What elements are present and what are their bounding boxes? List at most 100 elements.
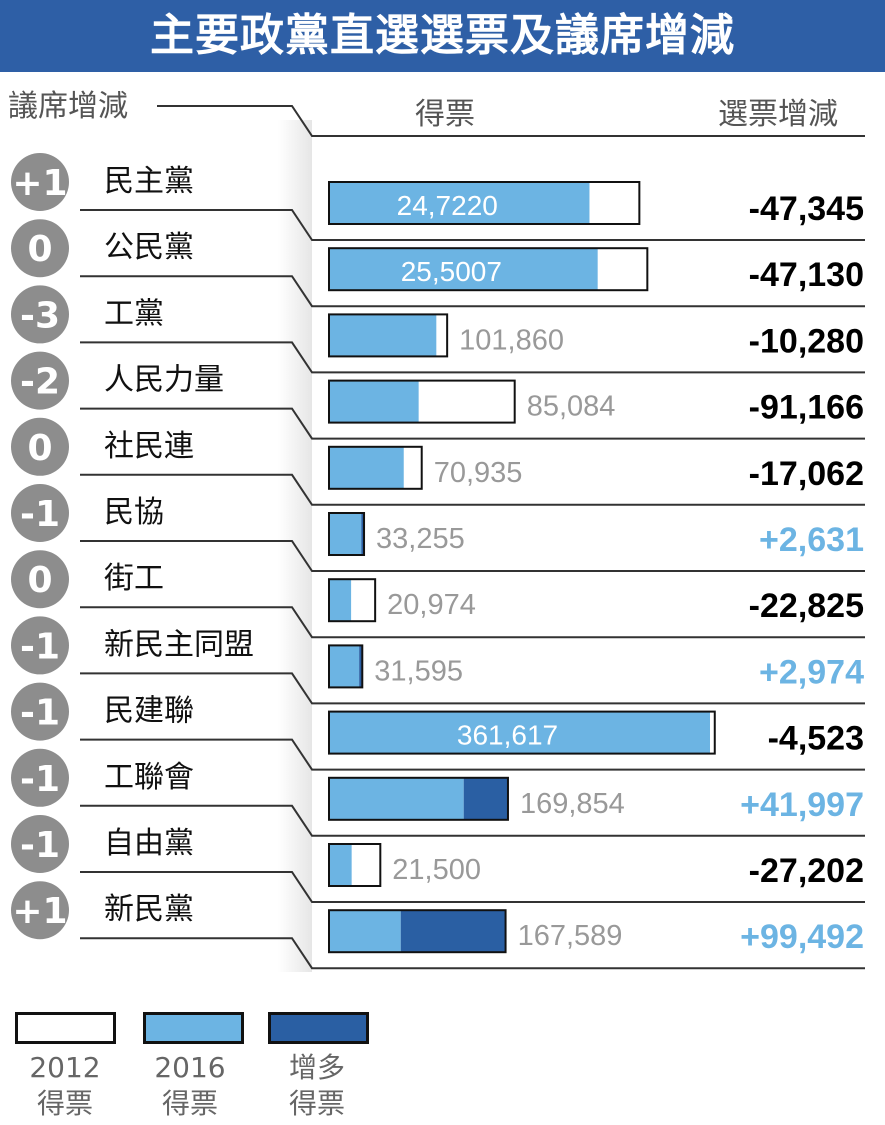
party-name: 人民力量	[104, 363, 224, 398]
seat-change-value: -3	[20, 295, 60, 336]
seat-change-value: -1	[20, 825, 60, 866]
votes-label: 24,7220	[397, 190, 498, 221]
bar-increase	[361, 513, 365, 555]
bar-2016	[329, 910, 401, 953]
bar-increase	[463, 777, 508, 820]
vote-change-value: +99,492	[740, 918, 864, 956]
seat-change-badge	[11, 748, 69, 807]
vote-change-value: +41,997	[740, 786, 864, 824]
vote-change-value: +2,974	[759, 653, 864, 691]
seat-change-value: -2	[20, 362, 60, 403]
vote-change-value: -47,345	[749, 190, 864, 228]
row-separator	[80, 341, 865, 374]
seat-change-badge	[11, 351, 69, 410]
seat-change-badge	[11, 550, 69, 609]
bar-2012-outline	[328, 379, 516, 424]
bar-2016	[329, 645, 360, 688]
bar-2012-outline	[328, 843, 382, 887]
seat-change-value: -1	[20, 693, 60, 734]
votes-label: 21,500	[392, 854, 481, 886]
seat-change-badge	[11, 484, 69, 542]
legend-increase-line2: 得票	[288, 1087, 345, 1120]
party-name: 民建聯	[104, 694, 194, 729]
row-separator	[80, 672, 865, 705]
votes-label: 70,935	[434, 457, 523, 489]
legend-swatch-increase	[268, 1012, 369, 1044]
seat-change-value: 0	[27, 560, 52, 601]
bar-outline	[328, 909, 507, 954]
bar-2012-outline	[328, 181, 641, 225]
seat-change-badge	[11, 219, 69, 278]
seat-change-value: +1	[12, 163, 67, 204]
vote-change-value: -17,062	[749, 455, 864, 493]
vote-change-header: 選票增減	[718, 97, 838, 132]
party-name: 民主黨	[104, 164, 194, 199]
votes-label: 361,617	[457, 720, 558, 751]
party-name: 工黨	[104, 296, 164, 331]
bar-2012-outline	[328, 445, 423, 490]
votes-label: 31,595	[374, 655, 463, 687]
legend-label-2016: 2016 得票	[125, 1050, 255, 1122]
party-name: 民協	[104, 495, 164, 530]
votes-label: 33,255	[376, 523, 465, 555]
legend-2016-text: 得票	[161, 1087, 218, 1120]
votes-label: 20,974	[387, 589, 476, 621]
vote-change-value: -91,166	[749, 389, 864, 427]
row-separator	[80, 804, 865, 837]
legend-2012-year: 2012	[29, 1051, 101, 1084]
bar-2012-outline	[328, 313, 449, 358]
bar-2012-outline	[328, 710, 716, 755]
votes-label: 167,589	[518, 920, 623, 952]
legend-label-2012: 2012 得票	[0, 1050, 130, 1122]
chart-title: 主要政黨直選選票及議席增減	[150, 10, 735, 61]
party-name: 公民黨	[104, 230, 194, 265]
seat-change-badge	[11, 285, 69, 344]
bar-2016	[329, 579, 352, 622]
chart-area: +1 民主黨 24,7220 -47,345 0 公民黨 25,5007 -47,130 -3 工…	[11, 105, 865, 972]
vote-change-value: -10,280	[749, 322, 864, 360]
row-separator	[80, 275, 865, 308]
votes-header: 得票	[415, 97, 475, 132]
votes-label: 25,5007	[401, 256, 502, 287]
seat-change-value: 0	[27, 229, 52, 270]
row-separator	[80, 407, 865, 440]
legend-swatch-2016	[143, 1012, 244, 1044]
party-name: 新民黨	[104, 892, 194, 927]
seat-change-badge	[11, 417, 69, 476]
seat-change-value: -1	[20, 494, 60, 535]
bar-2012-outline	[328, 247, 649, 292]
legend-increase-line1: 增多	[288, 1051, 345, 1084]
seat-change-value: -1	[20, 759, 60, 800]
bar-2016	[329, 711, 710, 754]
seat-change-badge	[11, 616, 69, 675]
row-separator	[80, 738, 865, 771]
legend-label-increase: 增多 得票	[252, 1050, 382, 1122]
vote-change-value: -4,523	[768, 720, 864, 758]
row-separator	[80, 937, 865, 970]
bar-2016	[329, 182, 590, 224]
bar-2016	[329, 314, 437, 357]
votes-label: 101,860	[459, 324, 564, 356]
party-name: 自由黨	[104, 826, 194, 861]
title-banner	[0, 0, 885, 72]
seat-change-badge	[11, 682, 69, 741]
seat-change-value: +1	[12, 891, 67, 932]
vote-change-value: -22,825	[749, 587, 864, 625]
legend-swatch-2012	[15, 1012, 116, 1044]
row-separator	[80, 540, 865, 572]
votes-label: 169,854	[520, 788, 625, 820]
row-separator	[80, 606, 865, 639]
bar-outline	[328, 512, 366, 556]
bar-outline	[328, 644, 364, 689]
vote-change-value: +2,631	[759, 521, 864, 559]
bar-2016	[329, 777, 464, 820]
seat-change-value: -1	[20, 626, 60, 667]
bar-2016	[329, 380, 419, 423]
legend-2012-text: 得票	[36, 1087, 93, 1120]
bar-2016	[329, 446, 404, 489]
seat-change-badge	[11, 815, 69, 873]
vote-change-value: -47,130	[749, 256, 864, 294]
bar-2016	[329, 513, 362, 555]
seat-change-badge	[11, 153, 69, 211]
row-separator	[80, 473, 865, 506]
